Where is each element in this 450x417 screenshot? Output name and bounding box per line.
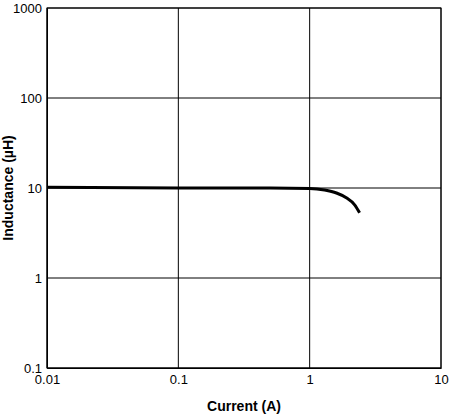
marks — [47, 187, 360, 213]
tick-label: 1 — [35, 271, 42, 286]
tick-label: 10 — [28, 181, 42, 196]
tick: 0.1 — [24, 361, 47, 376]
y-axis-title: Inductance (µH) — [0, 135, 16, 240]
axis-line — [48, 368, 442, 369]
tick: 1 — [35, 271, 47, 286]
tick: 1 — [307, 368, 314, 387]
tick-label: 10 — [434, 372, 448, 387]
grid-line-y — [47, 98, 441, 99]
x-axis-title: Current (A) — [207, 398, 281, 414]
y-axis: 0.1 1 10 100 1000 — [13, 1, 47, 376]
chart: 0.010.11100.11101001000Current (A)Induct… — [0, 0, 450, 417]
tick-label: 100 — [20, 91, 42, 106]
tick: 1000 — [13, 1, 47, 16]
tick: 100 — [20, 91, 47, 106]
plot-frame — [47, 8, 441, 368]
tick: 10 — [28, 181, 47, 196]
grid-line-y — [47, 278, 441, 279]
plot: 0.010.11100.11101001000 — [13, 1, 449, 388]
tick-label: 1 — [307, 372, 314, 387]
tick-label: 1000 — [13, 1, 42, 16]
tick-label: 0.1 — [170, 372, 188, 387]
tick-label: 0.1 — [24, 361, 42, 376]
x-axis: 0.010.1110 — [35, 368, 449, 387]
tick: 10 — [434, 368, 448, 387]
grid — [47, 8, 441, 368]
tick: 0.1 — [170, 368, 188, 387]
data-line — [47, 187, 360, 213]
